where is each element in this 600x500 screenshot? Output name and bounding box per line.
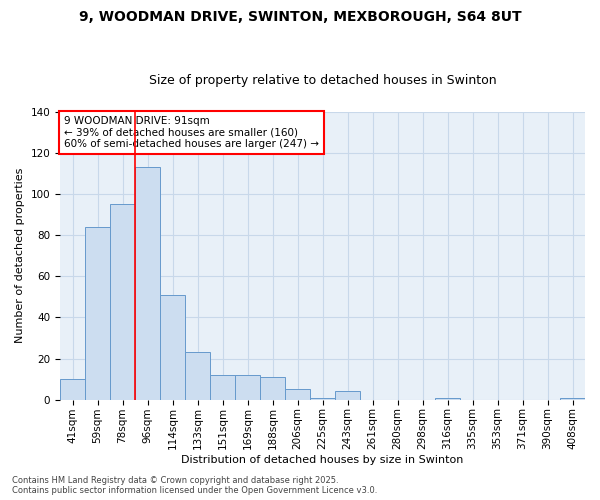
Bar [560,398,585,400]
Text: 9, WOODMAN DRIVE, SWINTON, MEXBOROUGH, S64 8UT: 9, WOODMAN DRIVE, SWINTON, MEXBOROUGH, S… [79,10,521,24]
Bar [310,398,335,400]
X-axis label: Distribution of detached houses by size in Swinton: Distribution of detached houses by size … [181,455,464,465]
Text: 9 WOODMAN DRIVE: 91sqm
← 39% of detached houses are smaller (160)
60% of semi-de: 9 WOODMAN DRIVE: 91sqm ← 39% of detached… [64,116,319,149]
Bar [60,379,85,400]
Bar [185,352,210,400]
Bar [85,227,110,400]
Bar [285,390,310,400]
Bar [260,377,285,400]
Bar [160,295,185,400]
Bar [135,168,160,400]
Text: Contains HM Land Registry data © Crown copyright and database right 2025.
Contai: Contains HM Land Registry data © Crown c… [12,476,377,495]
Bar [110,204,135,400]
Bar [210,375,235,400]
Title: Size of property relative to detached houses in Swinton: Size of property relative to detached ho… [149,74,496,87]
Bar [335,392,360,400]
Bar [435,398,460,400]
Bar [235,375,260,400]
Y-axis label: Number of detached properties: Number of detached properties [15,168,25,344]
